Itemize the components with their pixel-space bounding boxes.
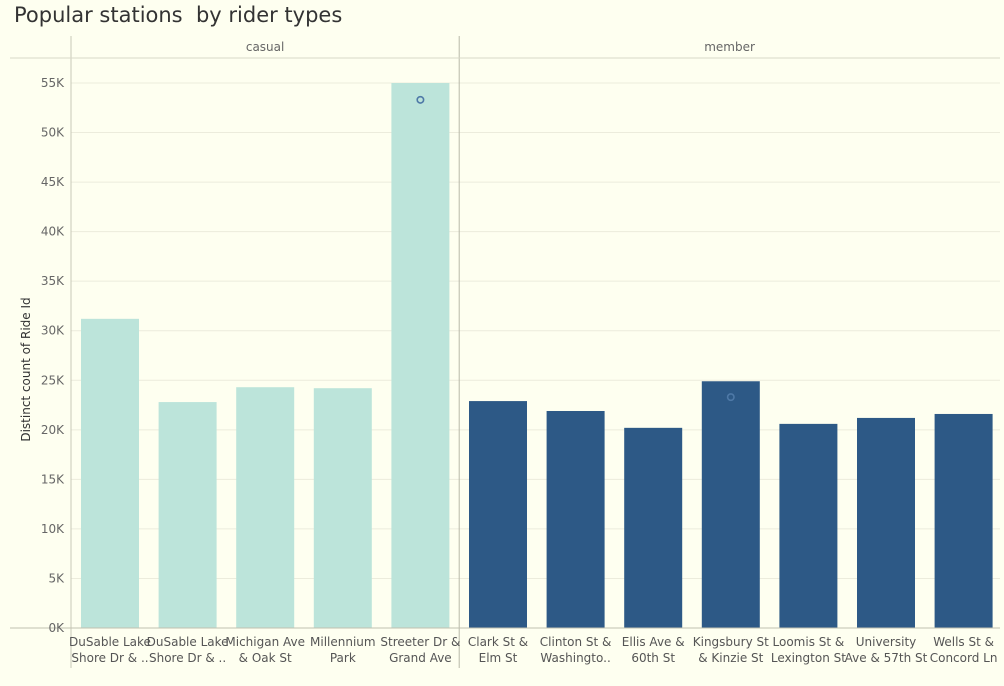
panel-header-casual: casual bbox=[246, 40, 285, 54]
x-tick-label: Concord Ln bbox=[930, 651, 998, 665]
chart-labels: 0K 5K 10K 15K 20K 25K 30K 35K 40K 45K 50K 55K Distin… bbox=[19, 40, 997, 665]
x-tick-label: Elm St bbox=[479, 651, 518, 665]
bar-casual[interactable] bbox=[313, 388, 372, 628]
x-tick-label: Millennium bbox=[310, 635, 376, 649]
chart-frame bbox=[10, 36, 1000, 668]
y-tick-label: 45K bbox=[41, 175, 65, 189]
x-tick-label: Kingsbury St bbox=[693, 635, 769, 649]
bar-casual[interactable] bbox=[391, 83, 450, 628]
bar-casual[interactable] bbox=[81, 318, 139, 628]
x-tick-label: Lexington St bbox=[771, 651, 846, 665]
x-tick-label: & Oak St bbox=[239, 651, 292, 665]
bar-member[interactable] bbox=[779, 423, 838, 628]
x-tick-label: Park bbox=[330, 651, 356, 665]
y-axis-title: Distinct count of Ride Id bbox=[19, 297, 33, 441]
bar-member[interactable] bbox=[934, 413, 993, 628]
x-tick-label: Washingto.. bbox=[540, 651, 610, 665]
x-tick-label: Ave & 57th St bbox=[845, 651, 928, 665]
y-tick-label: 30K bbox=[41, 324, 65, 338]
x-tick-label: Wells St & bbox=[933, 635, 994, 649]
y-tick-label: 15K bbox=[41, 472, 65, 486]
bar-member[interactable] bbox=[624, 427, 683, 628]
bar-member[interactable] bbox=[701, 381, 760, 628]
x-tick-label: University bbox=[856, 635, 917, 649]
x-tick-label: & Kinzie St bbox=[698, 651, 763, 665]
x-tick-label: Shore Dr & .. bbox=[71, 651, 148, 665]
bar-casual[interactable] bbox=[236, 387, 295, 628]
gridlines bbox=[71, 82, 1000, 579]
point-marker[interactable] bbox=[416, 95, 425, 104]
x-tick-label: Shore Dr & .. bbox=[149, 651, 226, 665]
y-tick-label: 0K bbox=[48, 621, 65, 635]
panel-header-member: member bbox=[704, 40, 755, 54]
y-tick-label: 20K bbox=[41, 423, 65, 437]
y-tick-label: 50K bbox=[41, 126, 65, 140]
x-tick-label: DuSable Lake bbox=[69, 635, 151, 649]
x-tick-label: Michigan Ave bbox=[225, 635, 305, 649]
bars bbox=[81, 83, 993, 628]
x-tick-label: DuSable Lake bbox=[147, 635, 229, 649]
x-tick-label: Ellis Ave & bbox=[622, 635, 685, 649]
bar-member[interactable] bbox=[857, 417, 915, 628]
x-tick-label: Clark St & bbox=[468, 635, 528, 649]
y-tick-label: 10K bbox=[41, 522, 65, 536]
y-tick-label: 25K bbox=[41, 373, 65, 387]
x-tick-label: Grand Ave bbox=[389, 651, 452, 665]
y-tick-label: 40K bbox=[41, 225, 65, 239]
y-tick-label: 55K bbox=[41, 76, 65, 90]
y-tick-label: 35K bbox=[41, 274, 65, 288]
chart-title: Popular stations by rider types bbox=[14, 3, 343, 27]
x-tick-label: Clinton St & bbox=[540, 635, 612, 649]
bar-member[interactable] bbox=[546, 410, 605, 628]
point-marker[interactable] bbox=[726, 393, 735, 402]
x-tick-label: Streeter Dr & bbox=[380, 635, 460, 649]
x-tick-label: 60th St bbox=[631, 651, 675, 665]
bar-casual[interactable] bbox=[158, 402, 217, 628]
x-tick-label: Loomis St & bbox=[773, 635, 845, 649]
y-tick-label: 5K bbox=[48, 571, 65, 585]
bar-member[interactable] bbox=[469, 401, 527, 628]
